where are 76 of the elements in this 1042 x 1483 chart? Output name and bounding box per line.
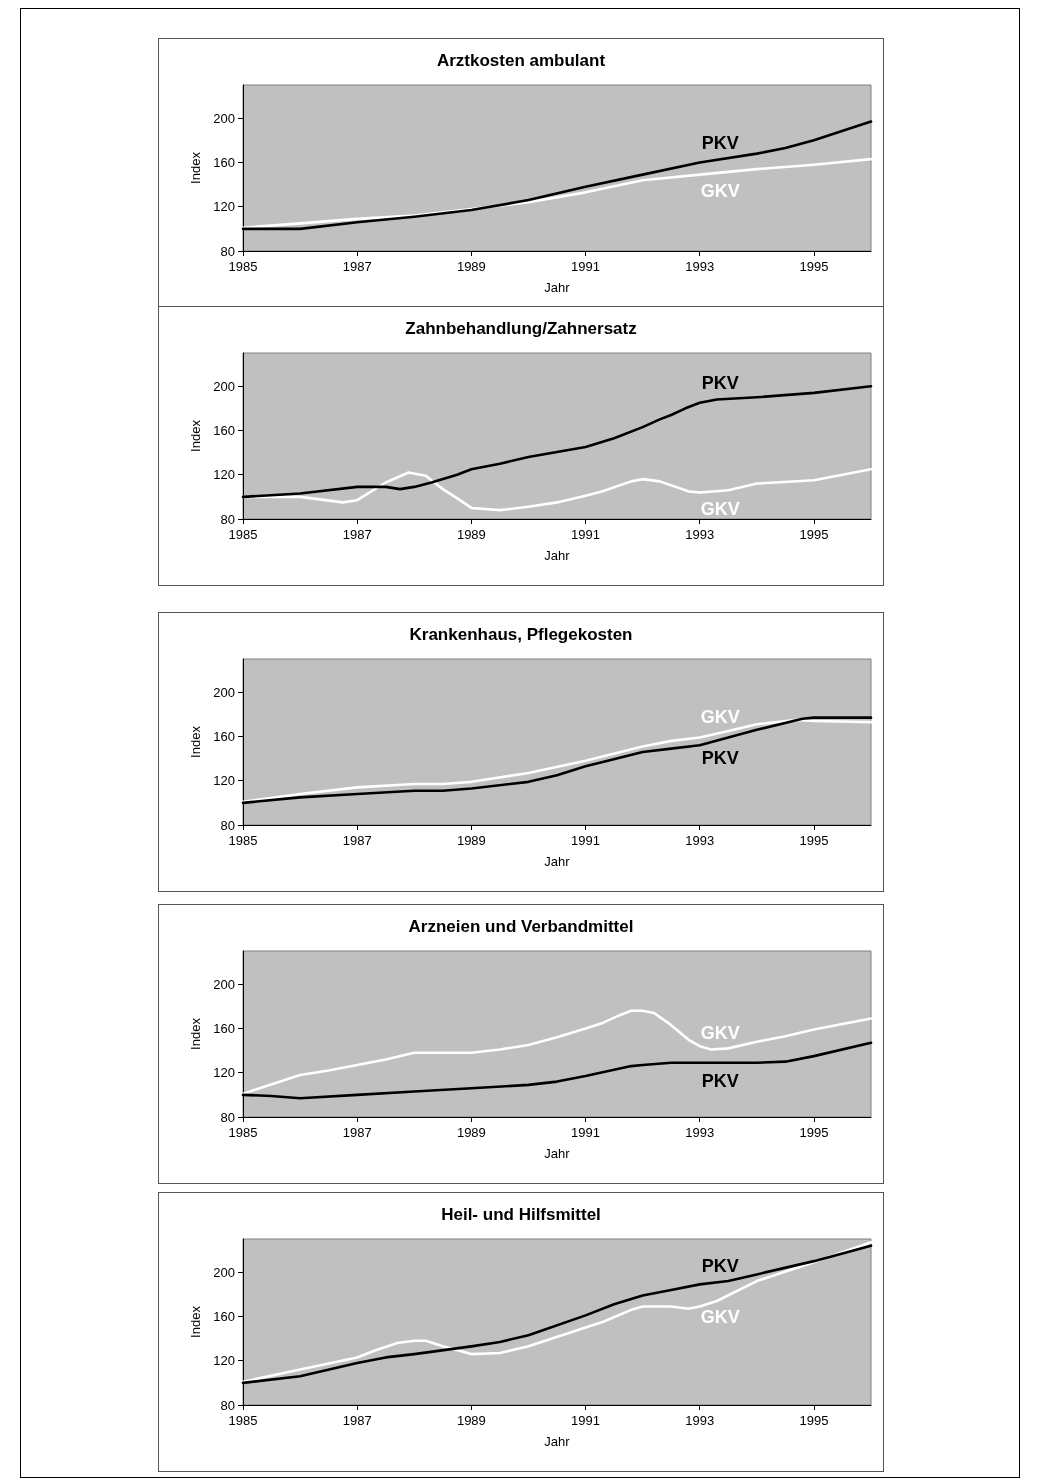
series-label: GKV bbox=[700, 498, 740, 519]
chart-title: Arzneien und Verbandmittel bbox=[408, 917, 634, 936]
y-tick-label: 80 bbox=[220, 511, 235, 527]
y-axis-title: Index bbox=[188, 1305, 204, 1338]
x-axis-title: Jahr bbox=[544, 1434, 571, 1449]
y-axis-title: Index bbox=[188, 151, 204, 184]
y-tick-label: 120 bbox=[213, 1065, 235, 1081]
series-label: PKV bbox=[701, 1070, 739, 1091]
x-tick-label: 1987 bbox=[342, 1125, 372, 1140]
y-tick-label: 80 bbox=[220, 817, 235, 833]
y-tick-label: 160 bbox=[213, 728, 235, 744]
x-tick-label: 1991 bbox=[571, 833, 601, 848]
y-tick-label: 80 bbox=[220, 243, 235, 259]
x-tick-label: 1993 bbox=[685, 1125, 715, 1140]
y-tick-label: 200 bbox=[213, 1264, 235, 1280]
x-tick-label: 1989 bbox=[456, 527, 486, 542]
series-label: GKV bbox=[700, 1022, 740, 1043]
x-axis-title: Jahr bbox=[544, 854, 571, 869]
x-tick-label: 1985 bbox=[228, 1413, 258, 1428]
y-tick-label: 160 bbox=[213, 1308, 235, 1324]
x-tick-label: 1995 bbox=[799, 259, 829, 274]
x-tick-label: 1987 bbox=[342, 527, 372, 542]
series-label: PKV bbox=[701, 133, 739, 154]
y-tick-label: 120 bbox=[213, 773, 235, 789]
line-series bbox=[241, 1009, 873, 1096]
y-tick-label: 200 bbox=[213, 684, 235, 700]
y-tick-label: 120 bbox=[213, 467, 235, 483]
y-tick-label: 200 bbox=[213, 110, 235, 126]
chart-title: Zahnbehandlung/Zahnersatz bbox=[405, 319, 637, 338]
x-axis-title: Jahr bbox=[544, 1146, 571, 1161]
y-tick-label: 80 bbox=[220, 1109, 235, 1125]
series-label: GKV bbox=[700, 706, 740, 727]
series-label: PKV bbox=[701, 373, 739, 394]
series-label: GKV bbox=[700, 180, 740, 201]
y-axis-title: Index bbox=[188, 725, 204, 758]
x-tick-label: 1993 bbox=[685, 527, 715, 542]
y-axis-title: Index bbox=[188, 1017, 204, 1050]
y-tick-label: 120 bbox=[213, 1353, 235, 1369]
x-tick-label: 1991 bbox=[571, 1125, 601, 1140]
x-tick-label: 1991 bbox=[571, 259, 601, 274]
y-tick-label: 160 bbox=[213, 1020, 235, 1036]
x-tick-label: 1985 bbox=[228, 1125, 258, 1140]
y-tick-label: 160 bbox=[213, 422, 235, 438]
y-tick-label: 80 bbox=[220, 1397, 235, 1413]
x-tick-label: 1985 bbox=[228, 833, 258, 848]
series-label: GKV bbox=[700, 1307, 740, 1328]
x-tick-label: 1995 bbox=[799, 1413, 829, 1428]
y-axis-title: Index bbox=[188, 419, 204, 452]
x-axis-title: Jahr bbox=[544, 548, 571, 563]
x-axis-title: Jahr bbox=[544, 280, 571, 295]
y-tick-label: 200 bbox=[213, 976, 235, 992]
x-tick-label: 1991 bbox=[571, 1413, 601, 1428]
x-tick-label: 1989 bbox=[456, 833, 486, 848]
x-tick-label: 1985 bbox=[228, 527, 258, 542]
x-tick-label: 1989 bbox=[456, 1413, 486, 1428]
chart-title: Arztkosten ambulant bbox=[436, 51, 606, 70]
x-tick-label: 1995 bbox=[799, 527, 829, 542]
y-tick-label: 120 bbox=[213, 199, 235, 215]
x-tick-label: 1995 bbox=[799, 1125, 829, 1140]
x-tick-label: 1993 bbox=[685, 1413, 715, 1428]
x-tick-label: 1993 bbox=[685, 833, 715, 848]
y-tick-label: 160 bbox=[213, 154, 235, 170]
x-tick-label: 1995 bbox=[799, 833, 829, 848]
y-tick-label: 200 bbox=[213, 378, 235, 394]
chart-title: Krankenhaus, Pflegekosten bbox=[409, 625, 633, 644]
series-label: PKV bbox=[701, 1255, 739, 1276]
chart-title: Heil- und Hilfsmittel bbox=[441, 1205, 601, 1224]
x-tick-label: 1987 bbox=[342, 833, 372, 848]
series-label: PKV bbox=[701, 747, 739, 768]
x-tick-label: 1989 bbox=[456, 259, 486, 274]
x-tick-label: 1987 bbox=[342, 1413, 372, 1428]
x-tick-label: 1991 bbox=[571, 527, 601, 542]
x-tick-label: 1993 bbox=[685, 259, 715, 274]
x-tick-label: 1985 bbox=[228, 259, 258, 274]
x-tick-label: 1989 bbox=[456, 1125, 486, 1140]
x-tick-label: 1987 bbox=[342, 259, 372, 274]
